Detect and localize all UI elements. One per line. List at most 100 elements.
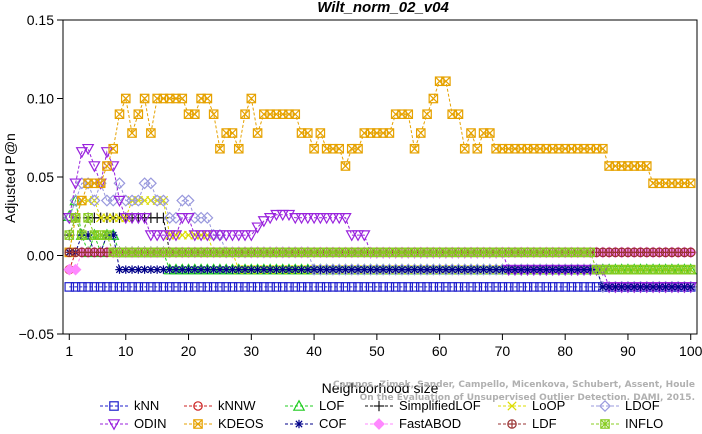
data-point: [102, 282, 112, 292]
x-tick-label: 50: [369, 343, 385, 359]
series-inflo: [64, 213, 696, 275]
data-point: [69, 263, 82, 276]
data-point: [75, 147, 89, 159]
data-point: [177, 93, 188, 104]
data-point: [372, 282, 382, 292]
data-point: [360, 265, 369, 274]
data-point: [416, 282, 426, 292]
data-point: [365, 282, 376, 292]
legend-marker: [507, 419, 517, 429]
data-point: [132, 213, 145, 225]
data-point: [138, 213, 151, 225]
data-point: [119, 213, 132, 225]
data-point: [522, 282, 533, 292]
data-point: [169, 211, 183, 224]
data-point: [409, 143, 420, 154]
series-lof: [63, 194, 697, 275]
y-tick-label: 0.05: [27, 169, 54, 185]
data-point: [69, 178, 82, 190]
axes: 1 10 20 30 40 50 60 70 80 90 100 −0.05 0.00 0.05 0.10 0…: [19, 12, 702, 359]
data-point: [146, 128, 156, 138]
data-point: [176, 213, 189, 225]
data-point: [604, 282, 614, 292]
data-point: [133, 109, 144, 119]
data-point: [290, 282, 301, 292]
data-point: [115, 265, 124, 274]
data-point: [366, 265, 375, 274]
data-point: [459, 143, 470, 154]
data-point: [89, 282, 100, 292]
data-point: [202, 93, 213, 104]
x-tick-label: 80: [557, 343, 573, 359]
data-point: [150, 230, 164, 242]
y-axis-label: Adjusted P@n: [2, 133, 18, 223]
data-point: [585, 282, 596, 292]
data-point: [213, 230, 227, 242]
data-point: [334, 143, 344, 154]
x-axis-label: Neighborhood size: [322, 380, 439, 396]
data-point: [114, 109, 125, 119]
legend-label: FastABOD: [399, 416, 461, 431]
legend-label: ODIN: [134, 416, 167, 431]
data-point: [491, 282, 501, 292]
data-point: [346, 282, 357, 292]
data-point: [351, 230, 365, 242]
data-point: [120, 282, 131, 292]
series-kdeos: [64, 76, 696, 258]
series-line-kdeos: [68, 80, 691, 253]
data-point: [227, 128, 238, 138]
legend-marker: [109, 401, 119, 411]
legend-label: kNNW: [218, 398, 256, 413]
data-point: [208, 282, 219, 292]
data-point: [221, 282, 232, 292]
legend-marker: [294, 419, 304, 429]
data-point: [453, 109, 464, 119]
data-point: [320, 213, 333, 225]
data-point: [529, 265, 538, 274]
data-point: [125, 213, 139, 225]
data-point: [146, 282, 156, 292]
data-point: [535, 282, 545, 292]
legend-item-fastabod: FastABOD: [365, 416, 461, 431]
data-point: [353, 143, 363, 154]
data-point: [528, 282, 539, 292]
data-point: [403, 282, 414, 292]
data-point: [485, 282, 495, 292]
data-point: [685, 264, 696, 275]
data-point: [358, 230, 371, 242]
data-point: [263, 213, 277, 225]
data-point: [226, 230, 239, 242]
data-point: [441, 76, 451, 87]
data-point: [572, 282, 583, 292]
legend-item-simplifiedlof: SimplifiedLOF: [365, 398, 481, 413]
series-line-cof: [69, 234, 691, 288]
legend-item-knn: kNN: [100, 398, 159, 413]
data-point: [259, 282, 269, 292]
legend-marker: [373, 400, 385, 412]
data-point: [295, 213, 308, 225]
x-tick-label: 90: [620, 343, 636, 359]
data-point: [309, 143, 319, 154]
data-point: [95, 178, 106, 189]
legend-item-knnw: kNNW: [184, 398, 256, 413]
data-point: [497, 247, 508, 258]
data-point: [497, 282, 508, 292]
data-point: [102, 161, 112, 171]
data-point: [157, 194, 170, 207]
data-point: [554, 282, 564, 292]
data-point: [686, 282, 695, 292]
data-point: [83, 213, 93, 223]
x-tick-label: 20: [181, 343, 197, 359]
chart-title: Wilt_norm_02_v04: [317, 0, 449, 16]
data-point: [77, 195, 87, 206]
data-point: [113, 195, 126, 207]
data-point: [453, 282, 464, 292]
legend-item-loop: LoOP: [498, 398, 565, 413]
legend-label: INFLO: [625, 416, 663, 431]
legend-label: LOF: [319, 398, 344, 413]
data-point: [251, 222, 264, 234]
data-point: [196, 282, 206, 292]
data-point: [303, 282, 313, 292]
legend-item-odin: ODIN: [100, 416, 167, 431]
